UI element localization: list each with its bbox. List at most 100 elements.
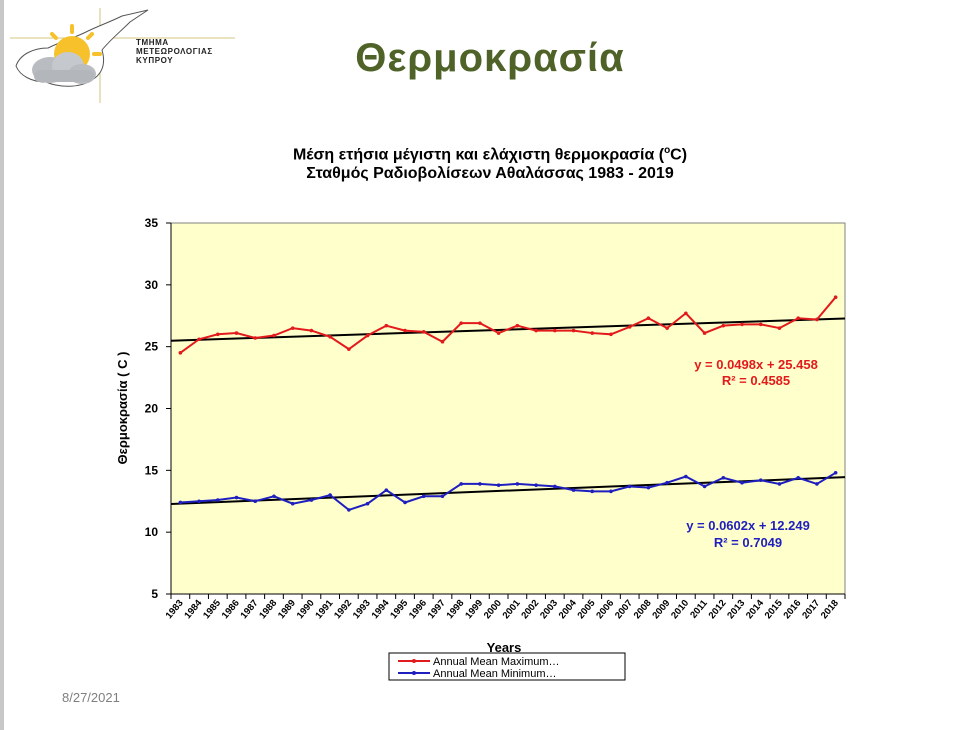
legend-label: Annual Mean Maximum… [433, 656, 560, 668]
data-point [440, 339, 445, 344]
x-tick-label: 2014 [744, 597, 766, 621]
x-tick-label: 1998 [444, 598, 466, 621]
chart-title-line-1-unit: C) [670, 146, 688, 164]
met-service-logo [10, 8, 235, 103]
series-line-1 [180, 471, 837, 512]
data-point [571, 328, 576, 333]
x-tick-label: 2017 [800, 598, 822, 621]
legend-swatch-marker [412, 659, 416, 663]
data-point [833, 295, 838, 300]
x-tick-label: 2011 [688, 597, 710, 620]
x-axis-label: Years [487, 640, 522, 655]
x-tick-label: 1986 [220, 598, 242, 621]
x-tick-label: 1991 [313, 597, 335, 621]
x-tick-label: 1985 [201, 597, 223, 621]
legend: Annual Mean Maximum…Annual Mean Minimum… [388, 652, 626, 681]
legend-box [388, 652, 626, 681]
y-tick-label: 25 [145, 340, 159, 354]
y-tick-label: 30 [145, 278, 159, 292]
x-tick-label: 1992 [332, 598, 354, 621]
x-tick-label: 2015 [763, 597, 785, 621]
data-point [421, 494, 426, 499]
data-point [197, 337, 201, 342]
data-point [365, 333, 370, 338]
x-tick-label: 2012 [707, 598, 729, 621]
y-tick-label: 35 [145, 216, 159, 230]
data-point [253, 336, 258, 340]
trend-equation: y = 0.0498x + 25.458 [694, 357, 818, 372]
logo-line-3: ΚΥΠΡΟΥ [136, 56, 174, 65]
data-point [609, 332, 613, 337]
series-lines [178, 295, 838, 512]
data-point [796, 316, 800, 321]
data-point [646, 485, 651, 490]
cloud-icon [32, 52, 96, 84]
data-point [365, 501, 370, 506]
x-tick-label: 1997 [426, 598, 448, 621]
slide-left-border [0, 0, 4, 730]
data-point [553, 328, 557, 333]
data-point [347, 347, 351, 351]
data-point [515, 323, 520, 328]
data-point [684, 474, 688, 479]
legend-label: Annual Mean Minimum… [433, 668, 557, 680]
x-tick-label: 2016 [781, 598, 803, 621]
chart-title-line-1-text: Μέση ετήσια μέγιστη και ελάχιστη θερμοκρ… [292, 146, 665, 164]
data-point [309, 498, 314, 502]
data-point [758, 322, 763, 327]
series-line-0 [179, 296, 837, 354]
data-point [384, 323, 389, 328]
data-point [216, 498, 220, 502]
x-tick-label: 2003 [538, 598, 560, 621]
y-axis: 5 10 15 20 25 30 35 [145, 216, 172, 601]
x-tick-label: 2013 [725, 598, 747, 621]
data-point [496, 483, 501, 487]
data-point [590, 489, 595, 494]
data-point [815, 317, 819, 322]
data-point [534, 328, 538, 333]
chart-title-degree-sup: o [664, 145, 671, 156]
logo-line-2: ΜΕΤΕΩΡΟΛΟΓΙΑΣ [136, 47, 213, 56]
data-point [684, 311, 688, 316]
data-point [272, 494, 276, 499]
data-point [290, 326, 295, 330]
x-tick-label: 2009 [650, 598, 672, 621]
x-tick-label: 1987 [239, 598, 261, 621]
trend-r2: R² = 0.7049 [714, 535, 782, 550]
data-point [721, 475, 726, 480]
chart-title: Μέση ετήσια μέγιστη και ελάχιστη θερμοκρ… [170, 141, 810, 183]
data-point [178, 500, 183, 505]
x-tick-label: 2006 [594, 598, 616, 621]
data-point [459, 482, 463, 486]
data-point [665, 480, 669, 485]
data-point [347, 508, 351, 512]
x-axis: 1983198419851986198719881989199019911992… [164, 593, 846, 621]
x-tick-label: 1999 [463, 598, 485, 621]
data-point [421, 330, 426, 334]
data-point [815, 482, 819, 486]
data-point [478, 321, 482, 325]
data-point [216, 332, 220, 337]
x-tick-label: 1993 [351, 598, 373, 621]
data-point [515, 482, 520, 486]
data-point [646, 316, 651, 321]
data-point [178, 351, 183, 355]
y-tick-label: 15 [145, 463, 159, 477]
data-point [496, 331, 501, 335]
data-point [777, 326, 782, 330]
data-point [478, 482, 482, 486]
x-tick-label: 1990 [295, 598, 317, 621]
slide-date: 8/27/2021 [62, 690, 120, 705]
data-point [553, 484, 557, 489]
x-tick-label: 2007 [613, 598, 635, 621]
data-point [309, 328, 314, 333]
data-point [702, 484, 707, 489]
data-point [197, 499, 201, 504]
data-point [459, 321, 463, 325]
data-point [234, 495, 239, 500]
x-tick-label: 2000 [482, 598, 504, 621]
data-point [253, 499, 258, 504]
legend-swatch-marker [412, 671, 416, 675]
data-point [702, 331, 707, 335]
